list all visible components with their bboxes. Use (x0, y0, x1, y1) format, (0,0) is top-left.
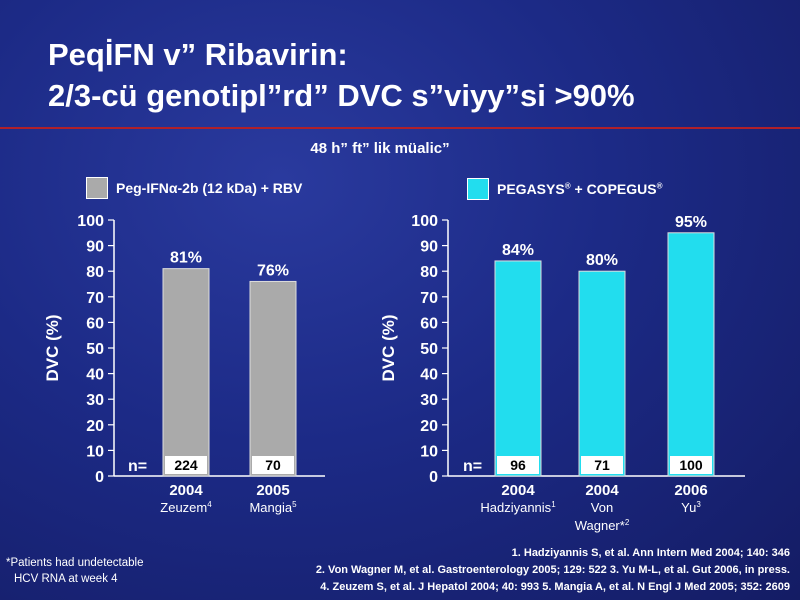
right-bar-value-label: 84% (502, 242, 534, 259)
legend-peg-ifn: Peg-IFNα-2b (12 kDa) + RBV (86, 177, 302, 199)
right-x-year-label: 2004 (501, 482, 535, 499)
references: 1. Hadziyannis S, et al. Ann Intern Med … (316, 545, 790, 596)
right-n-box (497, 456, 539, 474)
legend-label-peg-ifn: Peg-IFNα-2b (12 kDa) + RBV (116, 180, 303, 196)
right-n-value: 96 (510, 457, 526, 473)
study-name: Wagner* (575, 518, 625, 533)
study-reference-superscript: 5 (292, 500, 297, 509)
left-x-year-label: 2004 (169, 482, 203, 499)
legend-pegasys-text: PEGASYS (497, 181, 565, 197)
study-reference-superscript: 3 (696, 500, 701, 509)
study-name: Mangia (249, 500, 292, 515)
right-bar-value-label: 80% (586, 252, 618, 269)
legend-swatch-grey (86, 177, 108, 199)
left-y-tick-label: 70 (86, 290, 104, 307)
left-y-tick-label: 100 (77, 213, 104, 230)
legend-swatch-cyan (467, 178, 489, 200)
right-y-tick-label: 90 (420, 239, 438, 256)
right-x-year-label: 2004 (585, 482, 619, 499)
right-x-study-label: Wagner*2 (575, 518, 630, 533)
right-y-tick-label: 30 (420, 392, 438, 409)
right-y-tick-label: 10 (420, 443, 438, 460)
left-n-label: n= (128, 458, 147, 475)
right-bar-value-label: 95% (675, 214, 707, 231)
left-bar-value-label: 81% (170, 250, 202, 267)
right-y-tick-label: 40 (420, 367, 438, 384)
left-n-value: 70 (265, 457, 281, 473)
left-bar (162, 268, 210, 477)
right-y-tick-label: 50 (420, 341, 438, 358)
left-y-tick-label: 0 (95, 469, 104, 486)
right-y-tick-label: 20 (420, 418, 438, 435)
right-y-tick-label: 100 (411, 213, 438, 230)
footnote-line-1: *Patients had undetectable (6, 557, 144, 569)
title-divider (0, 127, 800, 129)
right-n-value: 100 (679, 457, 703, 473)
right-x-year-label: 2006 (674, 482, 707, 499)
legend-reg-mark-1: ® (564, 181, 571, 191)
study-name: Von (591, 500, 613, 515)
study-name: Zeuzem (160, 500, 207, 515)
right-bar (667, 232, 715, 477)
right-bar (578, 270, 626, 477)
left-bar (249, 280, 297, 477)
study-name: Yu (681, 500, 696, 515)
right-bar (494, 260, 542, 477)
right-y-tick-label: 70 (420, 290, 438, 307)
title-line-2: 2/3-cü genotipl”rd” DVC s”viyy”si >90% (48, 78, 635, 113)
legend-copegus-text: + COPEGUS (570, 181, 657, 197)
right-y-tick-label: 0 (429, 469, 438, 486)
right-n-box (670, 456, 712, 474)
left-y-tick-label: 10 (86, 443, 104, 460)
left-y-tick-label: 80 (86, 264, 104, 281)
left-x-study-label: Zeuzem4 (160, 500, 212, 515)
reference-line-1: 1. Hadziyannis S, et al. Ann Intern Med … (511, 547, 790, 559)
right-n-box (581, 456, 623, 474)
left-y-axis-label: DVC (%) (43, 314, 62, 381)
right-x-study-label: Yu3 (681, 500, 701, 515)
left-y-tick-label: 50 (86, 341, 104, 358)
study-reference-superscript: 2 (625, 518, 630, 527)
right-y-axis-label: DVC (%) (379, 314, 398, 381)
left-bar-value-label: 76% (257, 262, 289, 279)
left-y-tick-label: 90 (86, 239, 104, 256)
right-y-tick-label: 60 (420, 315, 438, 332)
title-line-1: PeqİFN v” Ribavirin: (48, 37, 348, 72)
legend-pegasys: PEGASYS® + COPEGUS® (467, 178, 662, 200)
right-x-study-label: Hadziyannis1 (480, 500, 556, 515)
left-y-tick-label: 20 (86, 418, 104, 435)
left-n-value: 224 (174, 457, 198, 473)
left-x-year-label: 2005 (256, 482, 289, 499)
right-y-tick-label: 80 (420, 264, 438, 281)
legend-reg-mark-2: ® (656, 181, 663, 191)
left-x-study-label: Mangia5 (249, 500, 297, 515)
left-n-box (165, 456, 207, 474)
study-reference-superscript: 1 (551, 500, 556, 509)
footnote: *Patients had undetectable HCV RNA at we… (6, 555, 143, 587)
treatment-duration-label: 48 h” ft” lik müalic” (310, 140, 450, 157)
left-n-box (252, 456, 294, 474)
right-n-label: n= (463, 458, 482, 475)
reference-line-3: 4. Zeuzem S, et al. J Hepatol 2004; 40: … (320, 581, 790, 593)
right-n-value: 71 (594, 457, 610, 473)
left-y-tick-label: 40 (86, 367, 104, 384)
study-name: Hadziyannis (480, 500, 551, 515)
slide-title: PeqİFN v” Ribavirin: 2/3-cü genotipl”rd”… (48, 34, 635, 116)
right-x-study-label: Von (591, 500, 613, 515)
reference-line-2: 2. Von Wagner M, et al. Gastroenterology… (315, 564, 790, 576)
study-reference-superscript: 4 (207, 500, 212, 509)
left-y-tick-label: 60 (86, 315, 104, 332)
footnote-line-2: HCV RNA at week 4 (14, 573, 118, 585)
legend-label-pegasys: PEGASYS® + COPEGUS® (497, 181, 662, 197)
left-y-tick-label: 30 (86, 392, 104, 409)
